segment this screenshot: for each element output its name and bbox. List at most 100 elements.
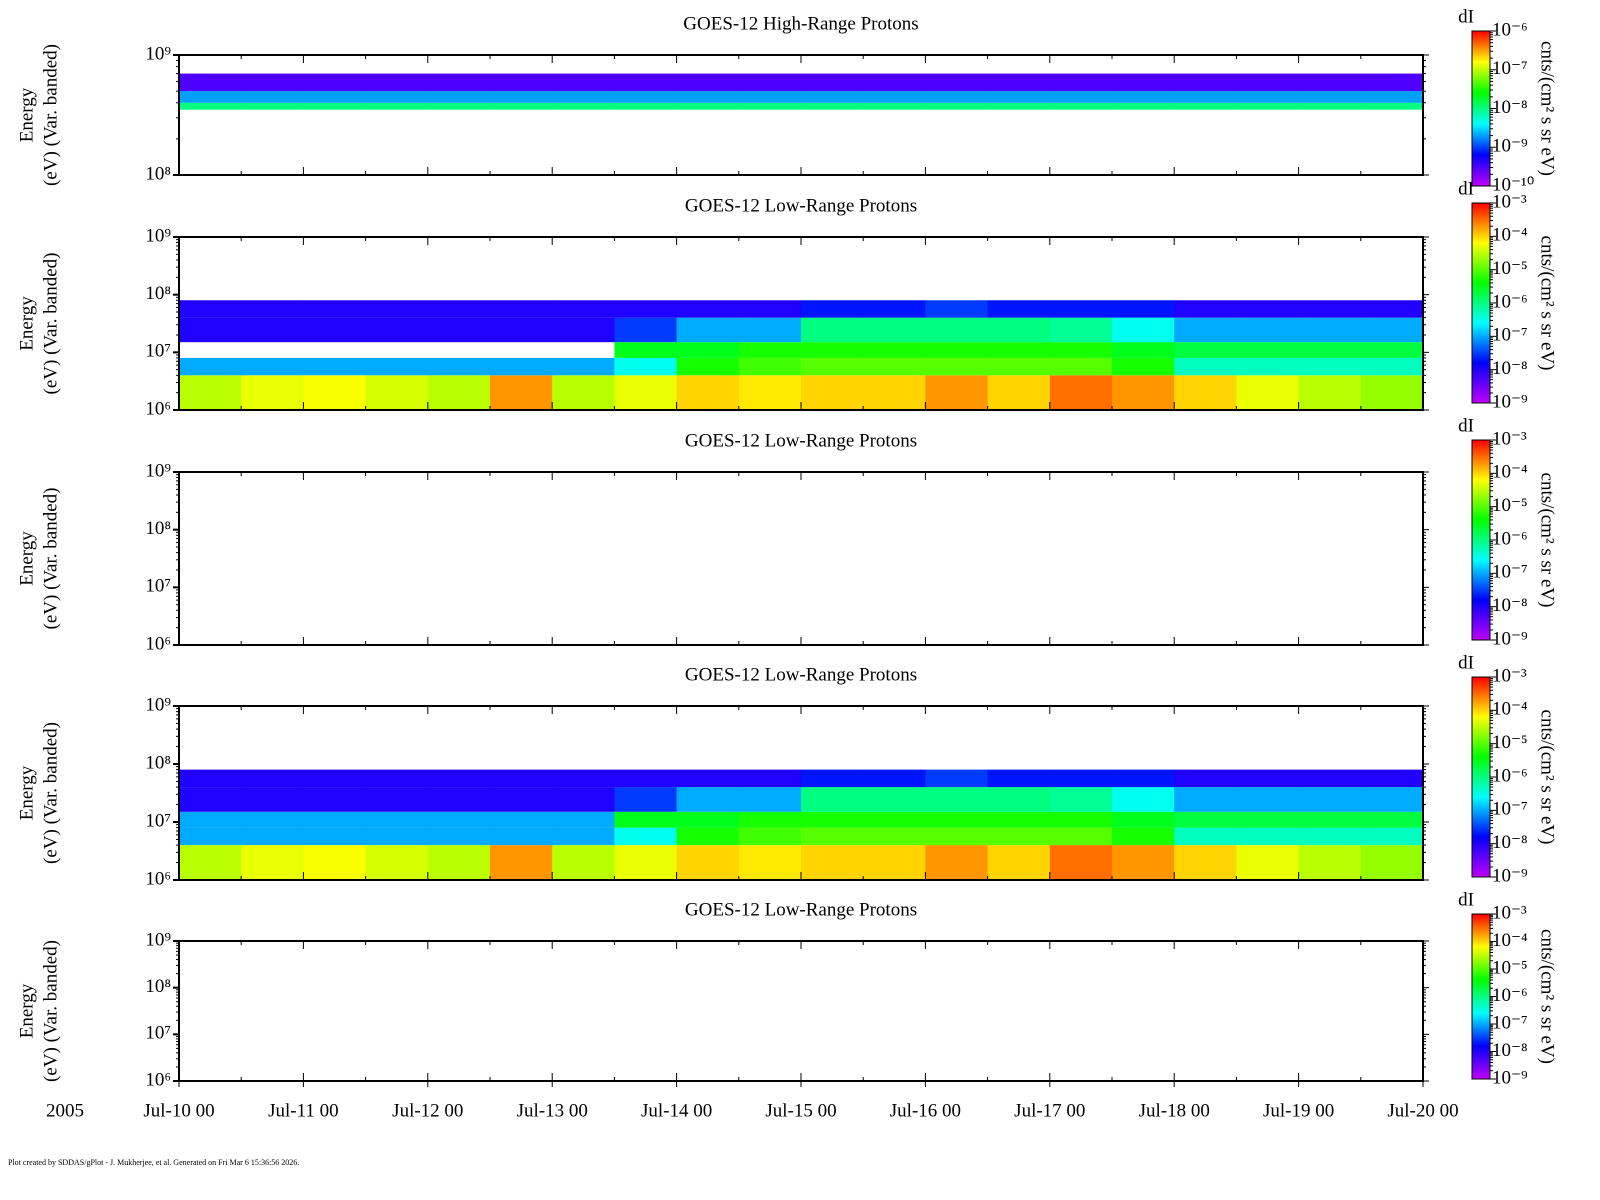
spectrogram-cell [738,827,802,846]
colorbar-tick-label: 10⁻⁹ [1492,628,1528,649]
spectrogram-cell [241,375,304,410]
spectrogram-cell [1360,769,1424,788]
colorbar-tick-label: 10⁻⁹ [1492,865,1528,886]
spectrogram-cell [427,845,491,880]
spectrogram-cell [1360,827,1424,846]
x-tick-label: Jul-18 00 [1139,1100,1210,1121]
colorbar-label: cnts/(cm² s sr eV) [1537,929,1558,1064]
spectrogram-cell [1360,300,1424,318]
spectrogram-cell [801,73,864,92]
spectrogram-cell [801,787,864,812]
plot-frame [178,471,1424,646]
spectrogram-cell [241,811,304,828]
spectrogram-cell [552,769,615,788]
spectrogram-cell [490,91,553,103]
plot-frame [178,940,1424,1082]
spectrogram-cell [552,102,615,110]
spectrogram-cell [241,73,304,92]
spectrogram-cell [427,811,491,828]
spectrogram-cell [490,827,553,846]
spectrogram-cell [614,811,678,828]
y-tick-label: 10⁶ [145,633,171,654]
year-label: 2005 [46,1100,84,1121]
spectrogram-cell [801,342,864,358]
plot-frame [178,54,1424,176]
spectrogram-cell [1360,811,1424,828]
spectrogram-cell [365,300,429,318]
x-tick-label: Jul-15 00 [765,1100,836,1121]
spectrogram-cell [1236,102,1300,110]
spectrogram-cell [925,787,989,812]
x-tick-label: Jul-16 00 [890,1100,961,1121]
spectrogram-cell [614,769,678,788]
spectrogram-cell [738,811,802,828]
spectrogram-cell [427,300,491,318]
colorbar [1471,913,1491,1080]
spectrogram-cell [1112,357,1175,376]
spectrogram-cell [1360,357,1424,376]
colorbar-tick-label: 10⁻⁴ [1492,462,1528,483]
colorbar-tick-label: 10⁻⁸ [1492,1040,1528,1061]
spectrogram-cell [738,91,802,103]
colorbar-name: dI [1458,889,1474,910]
colorbar-tick-label: 10⁻⁶ [1492,291,1528,312]
spectrogram-cell [241,845,304,880]
spectrogram-cell [365,787,429,812]
spectrogram-cell [552,811,615,828]
spectrogram-cell [1174,845,1237,880]
spectrogram-cell [427,827,491,846]
spectrogram-cell [179,91,242,103]
spectrogram-cell [1360,787,1424,812]
spectrogram-cell [427,102,491,110]
spectrogram-cell [1112,300,1175,318]
spectrogram-cell [925,300,989,318]
spectrogram-cell [1360,317,1424,343]
spectrogram-cell [987,811,1051,828]
spectrogram-cell [1360,102,1424,110]
colorbar-tick-label: 10⁻⁴ [1492,930,1528,951]
spectrogram-cell [1298,342,1362,358]
spectrogram-cell [738,769,802,788]
spectrogram-cell [1298,827,1362,846]
y-axis-label: (eV) (Var. banded) [40,44,61,186]
spectrogram-cell [614,787,678,812]
spectrogram-cell [179,769,242,788]
spectrogram-cell [1298,845,1362,880]
spectrogram-cell [1049,300,1113,318]
panel-title: GOES-12 Low-Range Protons [685,664,917,685]
spectrogram-cell [1174,375,1237,410]
spectrogram-cell [1236,811,1300,828]
spectrogram-cell [801,300,864,318]
colorbar-tick-label: 10⁻³ [1492,902,1527,923]
spectrogram-cell [863,787,926,812]
spectrogram-cell [676,845,740,880]
y-tick-label: 10⁸ [145,976,171,997]
spectrogram-cell [303,811,367,828]
colorbar-label: cnts/(cm² s sr eV) [1537,41,1558,176]
x-tick-label: Jul-11 00 [268,1100,339,1121]
y-tick-label: 10⁸ [145,518,171,539]
spectrogram-cell [676,342,740,358]
panel-title: GOES-12 High-Range Protons [683,13,918,34]
colorbar-label: cnts/(cm² s sr eV) [1537,710,1558,845]
spectrogram-cell [1360,845,1424,880]
colorbar [1471,30,1491,187]
y-axis-label: Energy [16,765,37,820]
spectrogram-cell [303,845,367,880]
spectrogram-cell [1112,317,1175,343]
y-tick-label: 10⁹ [145,460,171,481]
colorbar [1471,439,1491,641]
spectrogram-cell [490,787,553,812]
colorbar [1471,202,1491,404]
spectrogram-cell [863,73,926,92]
spectrogram-cell [1049,769,1113,788]
spectrogram-cell [925,91,989,103]
spectrogram-cell [1174,300,1237,318]
spectrogram-cell [676,787,740,812]
spectrogram-cell [925,73,989,92]
spectrogram-cell [1360,375,1424,410]
spectrogram-cell [1112,811,1175,828]
colorbar-tick-label: 10⁻⁹ [1492,136,1528,157]
y-axis-label: Energy [16,87,37,142]
spectrogram-cell [552,91,615,103]
